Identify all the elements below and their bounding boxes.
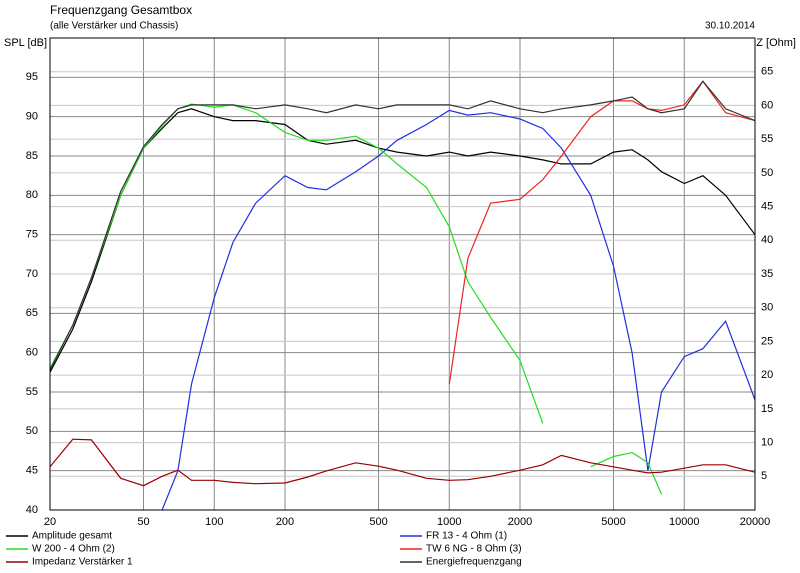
- series-line: [50, 438, 755, 487]
- x-tick-label: 2000: [508, 516, 532, 528]
- legend-label: W 200 - 4 Ohm (2): [32, 544, 115, 555]
- chart-date: 30.10.2014: [705, 21, 755, 32]
- x-tick-label: 1000: [437, 516, 461, 528]
- x-tick-label: 20: [44, 516, 56, 528]
- y-tick-label: 85: [26, 150, 38, 162]
- series-line: [50, 108, 755, 373]
- y-tick-label: 95: [26, 71, 38, 83]
- x-tick-label: 50: [137, 516, 149, 528]
- legend-label: Impedanz Verstärker 1: [32, 557, 133, 568]
- series-line: [161, 109, 755, 510]
- chart-subtitle: (alle Verstärker und Chassis): [50, 21, 178, 32]
- y2-tick-label: 10: [761, 436, 773, 448]
- legend-label: Energiefrequenzgang: [426, 557, 522, 568]
- x-tick-label: 200: [276, 516, 294, 528]
- y2-tick-label: 50: [761, 167, 773, 179]
- series-line: [50, 103, 544, 424]
- y2-tick-label: 40: [761, 234, 773, 246]
- y2-axis-label: Z [Ohm]: [756, 37, 796, 49]
- y-tick-label: 70: [26, 268, 38, 280]
- x-tick-label: 100: [205, 516, 223, 528]
- y-tick-label: 90: [26, 111, 38, 123]
- y2-tick-label: 45: [761, 200, 773, 212]
- series-line: [590, 451, 663, 495]
- x-tick-label: 10000: [669, 516, 700, 528]
- y-tick-label: 60: [26, 347, 38, 359]
- y-tick-label: 55: [26, 386, 38, 398]
- y-axis-label: SPL [dB]: [4, 37, 47, 49]
- y2-tick-label: 25: [761, 335, 773, 347]
- y-tick-label: 75: [26, 229, 38, 241]
- y2-tick-label: 55: [761, 133, 773, 145]
- y2-tick-label: 20: [761, 369, 773, 381]
- series-line: [50, 80, 755, 371]
- x-tick-label: 5000: [601, 516, 625, 528]
- legend-label: TW 6 NG - 8 Ohm (3): [426, 544, 522, 555]
- chart-title: Frequenzgang Gesamtbox: [50, 3, 192, 17]
- y2-tick-label: 15: [761, 403, 773, 415]
- y-tick-label: 45: [26, 465, 38, 477]
- legend-label: Amplitude gesamt: [32, 531, 112, 542]
- y-tick-label: 50: [26, 425, 38, 437]
- plot: [50, 80, 755, 510]
- y2-tick-label: 65: [761, 66, 773, 78]
- y2-tick-label: 35: [761, 268, 773, 280]
- legend-label: FR 13 - 4 Ohm (1): [426, 531, 507, 542]
- plot-frame: [49, 37, 756, 511]
- x-tick-label: 20000: [740, 516, 771, 528]
- y2-tick-label: 60: [761, 99, 773, 111]
- y2-tick-label: 5: [761, 470, 767, 482]
- y-tick-label: 65: [26, 307, 38, 319]
- y-tick-label: 40: [26, 504, 38, 516]
- x-tick-label: 500: [369, 516, 387, 528]
- y2-tick-label: 30: [761, 302, 773, 314]
- y-tick-label: 80: [26, 189, 38, 201]
